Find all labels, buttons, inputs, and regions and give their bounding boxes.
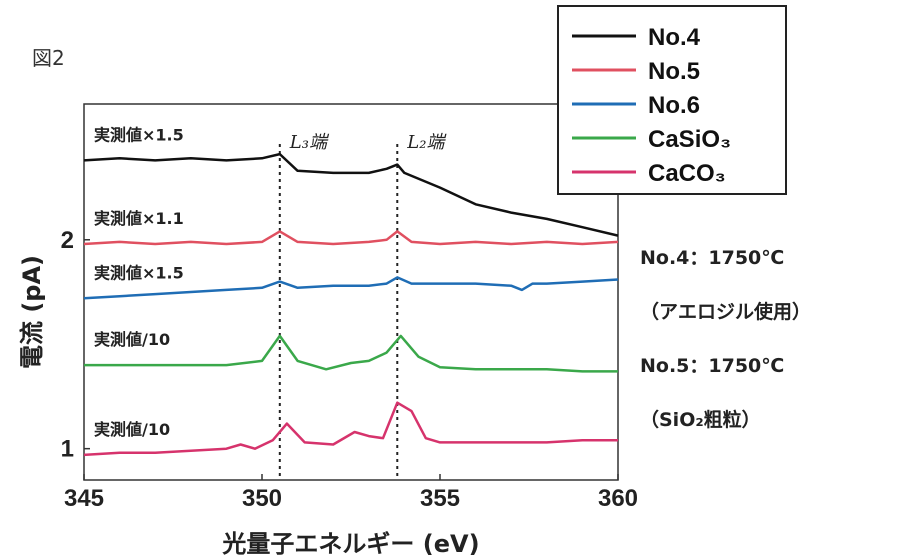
legend-label: CaCO₃ — [648, 160, 726, 187]
legend-label: No.6 — [648, 92, 700, 119]
y-axis-title: 電流 (pA) — [18, 255, 46, 369]
x-tick-label: 345 — [64, 485, 104, 512]
x-tick-label: 360 — [598, 485, 638, 512]
figure-label: 図2 — [32, 46, 65, 70]
legend-label: CaSiO₃ — [648, 126, 731, 153]
series-line — [83, 401, 618, 457]
note-no4-temp: No.4：1750℃ — [640, 247, 785, 269]
legend-label: No.5 — [648, 58, 700, 85]
note-no5-temp: No.5：1750℃ — [640, 355, 785, 377]
y-tick-label: 2 — [61, 227, 74, 254]
note-no4-material: （アエロジル使用） — [640, 301, 812, 323]
edge-label: L₂端 — [406, 132, 447, 153]
legend: No.4 No.5 No.6 CaSiO₃ CaCO₃ — [557, 5, 787, 195]
series-annotations: 実測値×1.5 実測値×1.1 実測値×1.5 実測値/10 実測値/10 — [94, 125, 184, 439]
series-annotation: 実測値×1.5 — [94, 125, 184, 144]
series-annotation: 実測値/10 — [94, 420, 170, 439]
series-line — [83, 152, 619, 237]
sample-notes: No.4：1750℃ （アエロジル使用） No.5：1750℃ （SiO₂粗粒） — [640, 240, 898, 456]
edge-lines: L₃端 L₂端 — [278, 132, 447, 480]
series-line — [83, 276, 619, 300]
series-annotation: 実測値×1.5 — [94, 263, 184, 282]
series-annotation: 実測値×1.1 — [94, 209, 184, 228]
x-axis-ticks: 345 350 355 360 — [64, 474, 638, 512]
x-tick-label: 355 — [420, 485, 460, 512]
series-lines — [83, 152, 619, 457]
y-axis-ticks: 21 — [61, 227, 90, 463]
series-line — [83, 230, 619, 246]
x-axis-title: 光量子エネルギー (eV) — [221, 530, 479, 558]
edge-label: L₃端 — [289, 132, 330, 153]
note-no5-material: （SiO₂粗粒） — [640, 409, 761, 431]
series-annotation: 実測値/10 — [94, 330, 170, 349]
legend-label: No.4 — [648, 24, 701, 51]
y-tick-label: 1 — [61, 436, 74, 463]
series-line — [84, 334, 618, 373]
x-tick-label: 350 — [242, 485, 282, 512]
plot-border — [83, 103, 619, 481]
plot-frame — [83, 103, 619, 481]
